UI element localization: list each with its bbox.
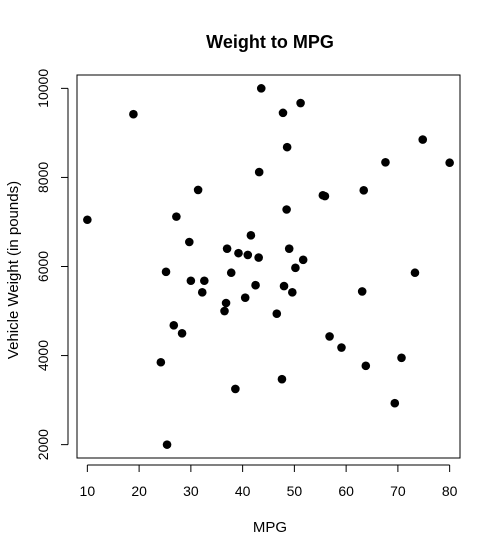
data-point bbox=[169, 320, 179, 330]
data-point bbox=[186, 276, 196, 286]
data-point bbox=[445, 158, 454, 168]
data-point bbox=[277, 374, 287, 384]
data-point bbox=[291, 263, 300, 273]
x-tick-label: 50 bbox=[287, 483, 303, 499]
x-tick-label: 40 bbox=[235, 483, 251, 499]
data-point bbox=[220, 306, 229, 316]
data-point bbox=[234, 248, 243, 258]
data-point bbox=[172, 212, 181, 221]
y-axis-label: Vehicle Weight (in pounds) bbox=[5, 181, 22, 359]
data-point bbox=[193, 185, 203, 195]
x-tick-label: 70 bbox=[390, 483, 406, 499]
y-axis: 2000 4000 6000 8000 10000 bbox=[35, 69, 69, 460]
data-point bbox=[278, 108, 288, 118]
data-point bbox=[240, 293, 250, 302]
data-point bbox=[357, 287, 367, 296]
x-axis-label: MPG bbox=[253, 519, 287, 536]
data-point bbox=[361, 361, 371, 371]
data-points bbox=[83, 84, 454, 449]
data-point bbox=[197, 288, 207, 297]
data-point bbox=[156, 357, 166, 367]
data-point bbox=[282, 142, 292, 152]
data-point bbox=[337, 343, 346, 352]
data-point bbox=[129, 109, 138, 119]
data-point bbox=[282, 205, 291, 214]
y-tick-label: 10000 bbox=[35, 69, 51, 108]
x-tick-label: 10 bbox=[80, 483, 96, 499]
plot-frame bbox=[76, 74, 461, 459]
data-point bbox=[325, 332, 334, 341]
y-tick-label: 8000 bbox=[35, 162, 51, 193]
data-point bbox=[254, 167, 264, 177]
y-tick-label: 4000 bbox=[35, 340, 51, 371]
data-point bbox=[200, 276, 209, 286]
data-point bbox=[161, 267, 171, 277]
y-tick-label: 2000 bbox=[35, 429, 51, 460]
data-point bbox=[231, 384, 240, 394]
data-point bbox=[397, 353, 406, 363]
y-tick-label: 6000 bbox=[35, 251, 51, 282]
data-point bbox=[279, 281, 289, 291]
data-point bbox=[251, 280, 260, 290]
data-point bbox=[390, 398, 400, 408]
data-point bbox=[243, 250, 253, 260]
data-point bbox=[381, 157, 390, 167]
data-point bbox=[222, 244, 232, 253]
data-point bbox=[83, 215, 92, 225]
data-point bbox=[256, 84, 266, 93]
data-point bbox=[284, 244, 294, 253]
data-point bbox=[410, 268, 420, 278]
data-point bbox=[162, 440, 172, 449]
data-point bbox=[296, 98, 305, 108]
data-point bbox=[272, 309, 282, 319]
data-point bbox=[418, 135, 428, 144]
x-tick-label: 30 bbox=[183, 483, 199, 499]
data-point bbox=[221, 298, 231, 308]
x-tick-label: 20 bbox=[131, 483, 147, 499]
data-point bbox=[298, 255, 308, 265]
data-point bbox=[254, 253, 263, 262]
data-point bbox=[359, 186, 369, 195]
chart-title: Weight to MPG bbox=[206, 32, 334, 52]
x-tick-label: 60 bbox=[338, 483, 354, 499]
data-point bbox=[226, 268, 236, 278]
data-point bbox=[177, 329, 187, 338]
data-point bbox=[320, 191, 330, 201]
x-tick-label: 80 bbox=[442, 483, 458, 499]
data-point bbox=[185, 237, 194, 247]
x-axis: 10 20 30 40 50 60 70 80 bbox=[80, 464, 458, 499]
data-point bbox=[288, 288, 297, 297]
data-point bbox=[246, 231, 256, 240]
